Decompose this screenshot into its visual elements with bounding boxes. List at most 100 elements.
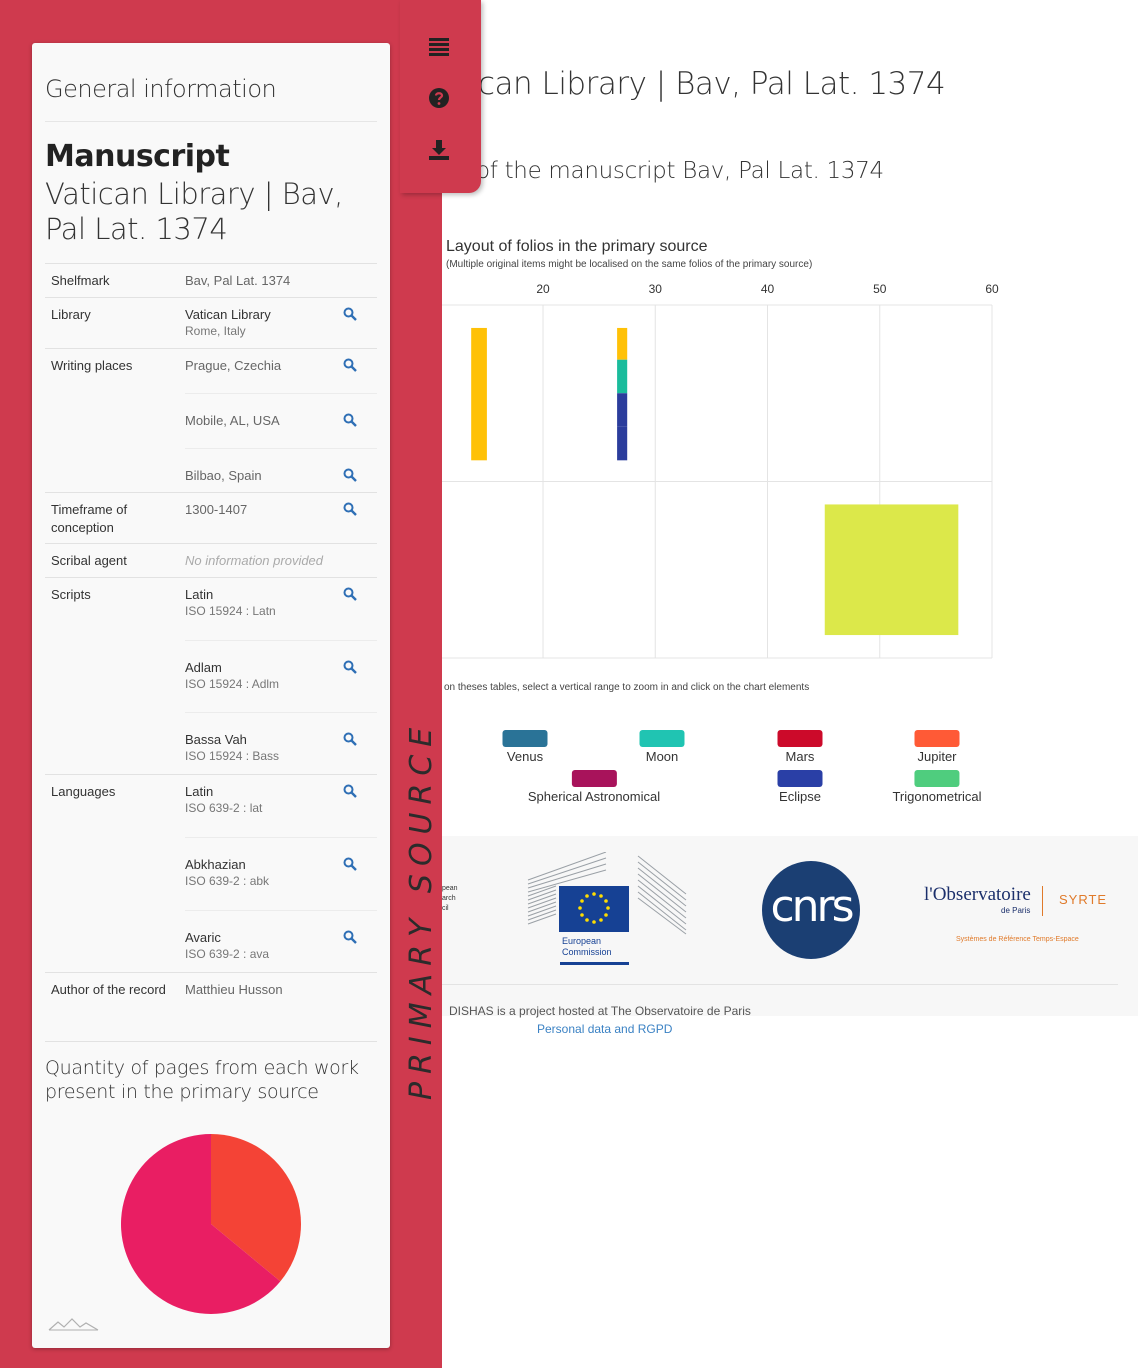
syrte-logo-text: SYRTE bbox=[1059, 892, 1108, 907]
legend-item[interactable]: Moon bbox=[639, 730, 685, 764]
search-icon[interactable] bbox=[343, 307, 357, 321]
row-languages: Languages Latin ISO 639-2 : lat Abkhazia… bbox=[45, 774, 377, 972]
download-icon[interactable] bbox=[428, 139, 450, 161]
script-name: Latin bbox=[185, 587, 214, 602]
row-label: Shelfmark bbox=[51, 273, 110, 288]
page-subtitle: of the manuscript Bav, Pal Lat. 1374 bbox=[476, 158, 884, 184]
row-scribal-agent: Scribal agent No information provided bbox=[45, 543, 377, 577]
legend-item[interactable]: Mars bbox=[777, 730, 823, 764]
chart-hint: on theses tables, select a vertical rang… bbox=[444, 682, 810, 693]
pie-slice[interactable] bbox=[121, 1134, 281, 1314]
language-code: ISO 639-2 : abk bbox=[185, 874, 270, 888]
row-label: Writing places bbox=[51, 358, 133, 373]
x-tick-label: 50 bbox=[873, 282, 887, 296]
privacy-link[interactable]: Personal data and RGPD bbox=[537, 1022, 673, 1036]
x-tick-label: 20 bbox=[536, 282, 550, 296]
script-code: ISO 15924 : Bass bbox=[185, 749, 280, 763]
row-label: Scripts bbox=[51, 587, 91, 602]
writing-place-value: Prague, Czechia bbox=[185, 358, 282, 373]
syrte-logo-caption: Systèmes de Référence Temps-Espace bbox=[956, 936, 1079, 943]
manuscript-title: Vatican Library | Bav, Pal Lat. 1374 bbox=[45, 177, 343, 246]
writing-place-value: Mobile, AL, USA bbox=[185, 413, 280, 428]
manuscript-type: Manuscript bbox=[45, 139, 230, 174]
observatoire-logo-text: l'Observatoire bbox=[924, 884, 1031, 905]
search-icon[interactable] bbox=[343, 502, 357, 516]
search-icon[interactable] bbox=[343, 857, 357, 871]
row-label: Scribal agent bbox=[51, 553, 127, 568]
search-icon[interactable] bbox=[343, 930, 357, 944]
observatoire-logo-subtext: de Paris bbox=[1001, 906, 1031, 915]
row-scripts: Scripts Latin ISO 15924 : Latn Adlam ISO… bbox=[45, 577, 377, 774]
ec-building-icon bbox=[527, 852, 687, 935]
card-heading: General information bbox=[45, 75, 277, 103]
chart-subtitle: (Multiple original items might be locali… bbox=[446, 259, 813, 270]
folio-segment[interactable] bbox=[471, 327, 487, 461]
row-library: Library Vatican Library Rome, Italy bbox=[45, 297, 377, 348]
folio-layout-chart[interactable] bbox=[420, 300, 1020, 662]
legend-swatch bbox=[914, 730, 960, 747]
row-timeframe: Timeframe of conception 1300-1407 bbox=[45, 492, 377, 543]
legend-item[interactable]: Spherical Astronomical bbox=[528, 770, 660, 804]
shelfmark-value: Bav, Pal Lat. 1374 bbox=[185, 273, 291, 288]
search-icon[interactable] bbox=[343, 468, 357, 482]
legend-swatch bbox=[777, 770, 823, 787]
list-icon[interactable] bbox=[428, 36, 450, 58]
folio-segment[interactable] bbox=[617, 359, 628, 394]
legend-item[interactable]: Trigonometrical bbox=[892, 770, 982, 804]
legend-label: Mars bbox=[785, 749, 815, 764]
scribal-agent-value: No information provided bbox=[185, 553, 324, 568]
script-name: Bassa Vah bbox=[185, 732, 247, 747]
chart-title: Layout of folios in the primary source bbox=[446, 238, 708, 255]
search-icon[interactable] bbox=[343, 413, 357, 427]
footer-hosted-text: DISHAS is a project hosted at The Observ… bbox=[449, 1004, 751, 1018]
eu-flag-icon bbox=[559, 886, 629, 932]
search-icon[interactable] bbox=[343, 784, 357, 798]
folio-segment[interactable] bbox=[824, 504, 959, 636]
info-table: Shelfmark Bav, Pal Lat. 1374 Library Vat… bbox=[45, 263, 377, 1042]
language-name: Avaric bbox=[185, 930, 221, 945]
question-circle-icon[interactable] bbox=[428, 87, 450, 109]
language-code: ISO 639-2 : lat bbox=[185, 801, 263, 815]
legend-label: Venus bbox=[506, 749, 544, 764]
row-label: Languages bbox=[51, 784, 116, 799]
page-title: can Library | Bav, Pal Lat. 1374 bbox=[478, 66, 946, 102]
script-code: ISO 15924 : Adlm bbox=[185, 677, 280, 691]
pie-slice[interactable] bbox=[211, 1134, 301, 1282]
cnrs-logo[interactable]: cnrs bbox=[762, 861, 860, 959]
erc-logo-text: pean arch cil bbox=[442, 885, 458, 912]
ec-logo-bar bbox=[560, 962, 629, 965]
folio-segment[interactable] bbox=[617, 327, 628, 360]
script-code: ISO 15924 : Latn bbox=[185, 604, 276, 618]
observatoire-logo-separator bbox=[1042, 886, 1043, 916]
legend-label: Moon bbox=[645, 749, 679, 764]
legend-item[interactable]: Jupiter bbox=[914, 730, 960, 764]
library-value: Vatican Library bbox=[185, 307, 271, 322]
search-icon[interactable] bbox=[343, 732, 357, 746]
european-commission-logo[interactable]: European Commission bbox=[526, 852, 688, 968]
timeframe-value: 1300-1407 bbox=[185, 502, 248, 517]
legend-item[interactable]: Venus bbox=[502, 730, 548, 764]
search-icon[interactable] bbox=[343, 660, 357, 674]
search-icon[interactable] bbox=[343, 358, 357, 372]
legend-item[interactable]: Eclipse bbox=[777, 770, 823, 804]
folio-segment[interactable] bbox=[617, 426, 628, 461]
language-name: Latin bbox=[185, 784, 214, 799]
folio-segment[interactable] bbox=[617, 393, 628, 427]
row-writing-places: Writing places Prague, Czechia Mobile, A… bbox=[45, 348, 377, 492]
x-tick-label: 30 bbox=[648, 282, 662, 296]
legend-swatch bbox=[502, 730, 548, 747]
language-code: ISO 639-2 : ava bbox=[185, 947, 270, 961]
script-name: Adlam bbox=[185, 660, 222, 675]
row-label: Library bbox=[51, 307, 91, 322]
search-icon[interactable] bbox=[343, 587, 357, 601]
general-information-card: General information Manuscript Vatican L… bbox=[32, 43, 390, 1348]
author-value: Matthieu Husson bbox=[185, 982, 283, 997]
language-name: Abkhazian bbox=[185, 857, 246, 872]
pages-per-work-pie-chart[interactable] bbox=[120, 1133, 302, 1315]
card-divider bbox=[45, 121, 377, 122]
primary-source-label: PRIMARY SOURCE bbox=[404, 719, 439, 1100]
row-author: Author of the record Matthieu Husson bbox=[45, 972, 377, 1042]
legend-label: Spherical Astronomical bbox=[527, 789, 661, 804]
observatoire-logo[interactable]: l'Observatoire de Paris SYRTE Systèmes d… bbox=[924, 884, 1114, 954]
legend-label: Eclipse bbox=[779, 789, 821, 804]
